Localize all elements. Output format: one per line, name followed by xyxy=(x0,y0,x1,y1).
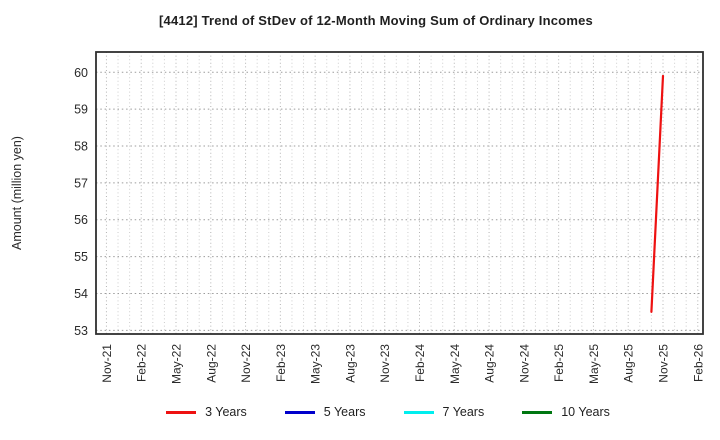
x-tick-label: Nov-23 xyxy=(378,344,392,383)
legend-swatch xyxy=(403,410,434,414)
y-tick-label: 54 xyxy=(74,287,88,301)
x-tick-label: Aug-25 xyxy=(622,344,636,383)
x-tick-label: Nov-21 xyxy=(100,344,114,383)
legend-swatch xyxy=(284,410,315,414)
x-tick-label: Nov-24 xyxy=(517,344,531,383)
plot-frame xyxy=(95,51,704,335)
legend-swatch xyxy=(522,410,553,414)
x-tick-label: Nov-25 xyxy=(656,344,670,383)
x-tick-label: Feb-24 xyxy=(413,344,427,382)
x-tick-label: May-25 xyxy=(587,344,601,384)
x-tick-label: May-24 xyxy=(448,344,462,384)
y-tick-label: 58 xyxy=(74,140,88,154)
legend-swatch xyxy=(166,410,197,414)
y-tick-label: 59 xyxy=(74,103,88,117)
x-tick-label: Feb-25 xyxy=(552,344,566,382)
x-tick-label: Aug-23 xyxy=(343,344,357,383)
series-line-3-years xyxy=(650,74,665,313)
x-tick-label: Aug-22 xyxy=(204,344,218,383)
legend-label: 3 Years xyxy=(205,405,247,419)
y-tick-label: 60 xyxy=(74,66,88,80)
x-tick-label: May-22 xyxy=(170,344,184,384)
legend-label: 10 Years xyxy=(561,405,610,419)
x-tick-label: Feb-23 xyxy=(274,344,288,382)
legend-item-5-years: 5 Years xyxy=(284,405,366,419)
x-tick-label: Feb-22 xyxy=(135,344,149,382)
legend-label: 5 Years xyxy=(323,405,366,419)
y-tick-label: 56 xyxy=(74,213,88,227)
y-tick-label: 57 xyxy=(74,176,88,190)
legend-item-10-years: 10 Years xyxy=(522,405,610,419)
legend-item-3-years: 3 Years xyxy=(166,405,247,419)
x-tick-label: May-23 xyxy=(309,344,323,384)
legend-label: 7 Years xyxy=(442,405,485,419)
legend-item-7-years: 7 Years xyxy=(403,405,485,419)
legend: 3 Years 5 Years 7 Years 10 Years xyxy=(0,405,720,419)
y-tick-label: 53 xyxy=(74,324,88,338)
y-tick-label: 55 xyxy=(74,250,88,264)
x-tick-label: Nov-22 xyxy=(239,344,253,383)
x-tick-label: Aug-24 xyxy=(483,344,497,383)
chart-title: [4412] Trend of StDev of 12-Month Moving… xyxy=(159,13,593,28)
x-tick-label: Feb-26 xyxy=(691,344,705,382)
